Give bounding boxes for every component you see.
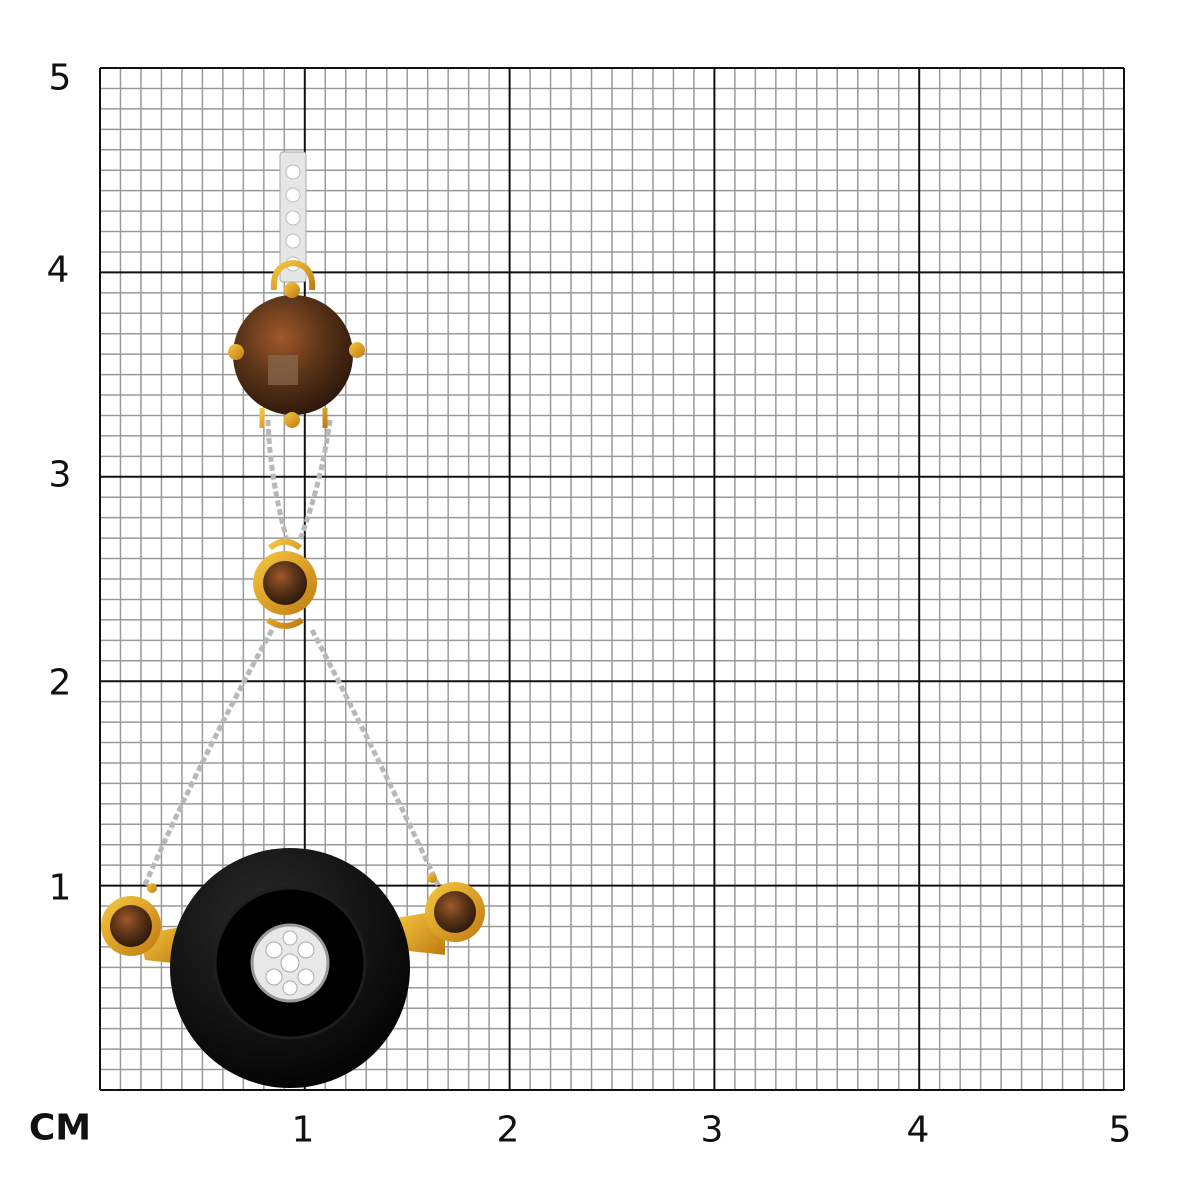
x-tick-label: 2 [496, 1109, 520, 1151]
y-tick-label: 2 [48, 662, 72, 704]
y-tick-label: 1 [48, 867, 72, 909]
y-tick-label: 4 [46, 249, 70, 291]
x-tick-label: 1 [291, 1109, 315, 1151]
unit-label: CM [28, 1107, 92, 1149]
pendant-image [101, 151, 485, 1088]
x-tick-label: 4 [906, 1109, 930, 1151]
x-tick-label: 5 [1108, 1109, 1132, 1151]
y-tick-label: 5 [48, 57, 72, 99]
y-tick-label: 3 [48, 454, 72, 496]
x-tick-label: 3 [700, 1109, 724, 1151]
